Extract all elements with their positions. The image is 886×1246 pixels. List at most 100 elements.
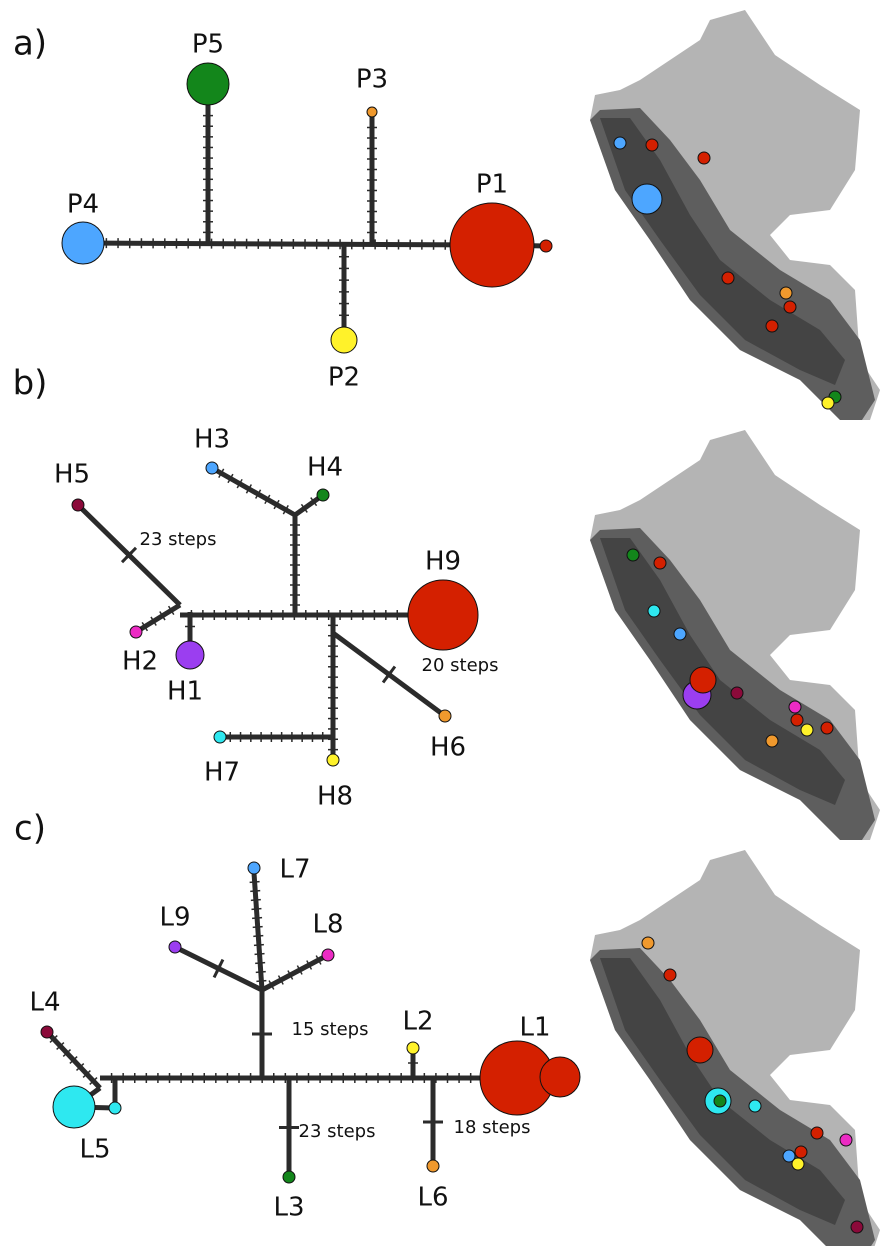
map-site (654, 557, 666, 569)
map-site (784, 301, 796, 313)
node-label: P2 (328, 363, 360, 393)
haplotype-node (540, 240, 552, 252)
map-site (674, 628, 686, 640)
node-label: L2 (402, 1007, 433, 1037)
hatch (256, 972, 266, 973)
hatch (251, 900, 261, 901)
haplotype-node (187, 63, 229, 105)
node-label: L8 (312, 910, 343, 940)
map (590, 430, 880, 840)
map-site (789, 701, 801, 713)
haplotype-node (427, 1160, 439, 1172)
hatch (255, 963, 265, 964)
haplotype-node (408, 580, 478, 650)
haplotype-node (283, 1171, 295, 1183)
edge (83, 243, 492, 245)
haplotype-node (450, 203, 534, 287)
node-label: P5 (192, 30, 224, 60)
map-site (792, 1158, 804, 1170)
haplotype-node (109, 1102, 121, 1114)
node-label: L3 (273, 1193, 304, 1223)
haplotype-node (327, 754, 339, 766)
haplotype-node (206, 462, 218, 474)
haplotype-node (317, 489, 329, 501)
map-site (821, 722, 833, 734)
haplotype-node (248, 862, 260, 874)
haplotype-node (540, 1057, 580, 1097)
map-site (698, 152, 710, 164)
node-label: P1 (476, 170, 508, 200)
step-break (279, 1126, 293, 1129)
map-site (801, 724, 813, 736)
step-label: 23 steps (299, 1121, 376, 1142)
map-site (614, 137, 626, 149)
map-site (795, 1146, 807, 1158)
hatch (250, 891, 260, 892)
edge (136, 605, 180, 632)
map-site (722, 272, 734, 284)
hatch (255, 954, 265, 955)
map-site (811, 1127, 823, 1139)
map-site (731, 687, 743, 699)
map-site (791, 714, 803, 726)
map (590, 850, 880, 1246)
haplotype-node (214, 731, 226, 743)
hatch (250, 882, 260, 883)
node-label: H2 (122, 647, 158, 677)
haplotype-node (439, 710, 451, 722)
map-site (766, 320, 778, 332)
node-label: H9 (425, 547, 461, 577)
step-break (252, 1033, 266, 1036)
map-site (822, 397, 834, 409)
haplotype-node (176, 641, 204, 669)
hatch (254, 945, 264, 946)
node-label: L4 (29, 988, 60, 1018)
node-label: P3 (356, 65, 388, 95)
step-label: 23 steps (140, 529, 217, 550)
haplotype-node (72, 499, 84, 511)
step-label: 18 steps (454, 1117, 531, 1138)
node-label: H7 (204, 758, 240, 788)
map-site (664, 969, 676, 981)
map-site (642, 937, 654, 949)
haplotype-node (62, 222, 104, 264)
hatch (253, 927, 263, 928)
node-label: L1 (519, 1013, 550, 1043)
map-site (632, 184, 662, 214)
hatch (252, 918, 262, 919)
node-label: H4 (307, 453, 343, 483)
panel-label: a) (13, 24, 47, 64)
edge (212, 468, 295, 515)
node-label: L5 (79, 1135, 110, 1165)
node-label: L7 (279, 855, 310, 885)
map-site (749, 1100, 761, 1112)
haplotype-node (130, 626, 142, 638)
step-break (423, 1121, 437, 1124)
panel-label: c) (14, 809, 46, 849)
haplotype-node (169, 941, 181, 953)
map-site (648, 605, 660, 617)
step-label: 20 steps (422, 655, 499, 676)
node-label: L9 (159, 903, 190, 933)
hatch (253, 936, 263, 937)
haplotype-node (41, 1026, 53, 1038)
node-label: H5 (54, 460, 90, 490)
haplotype-node (53, 1086, 95, 1128)
map-site (687, 1037, 713, 1063)
map-site (714, 1095, 726, 1107)
haplotype-node (407, 1042, 419, 1054)
panel-label: b) (13, 364, 48, 404)
hatch (251, 909, 261, 910)
node-label: H3 (194, 425, 230, 455)
map-site (851, 1221, 863, 1233)
node-label: H1 (167, 677, 203, 707)
node-label: H6 (430, 733, 466, 763)
map-site (766, 735, 778, 747)
map-site (646, 139, 658, 151)
node-label: H8 (317, 782, 353, 812)
figure: a) b) c) P1 P2 P3 P4 P5 H1 H2 H3 H4 H5 H… (0, 0, 886, 1246)
map (590, 10, 880, 420)
node-label: L6 (417, 1183, 448, 1213)
hatch (256, 981, 266, 982)
haplotype-node (322, 949, 334, 961)
